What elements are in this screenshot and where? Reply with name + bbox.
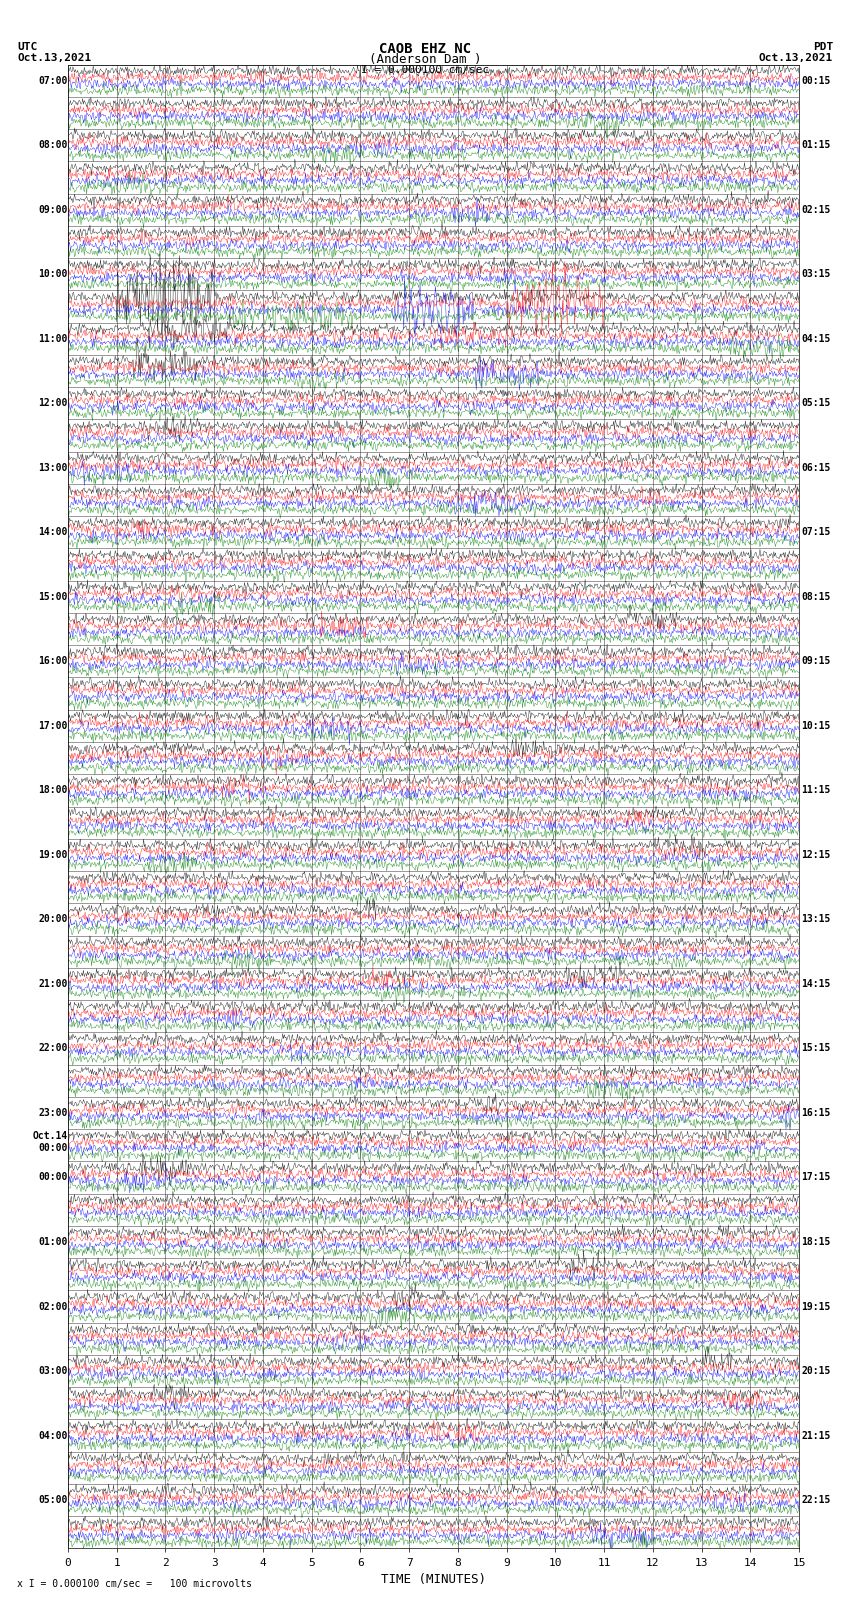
Text: 17:15: 17:15 (802, 1173, 830, 1182)
Text: 09:00: 09:00 (38, 205, 67, 215)
Text: 00:15: 00:15 (802, 76, 830, 85)
Text: 20:15: 20:15 (802, 1366, 830, 1376)
Text: 05:00: 05:00 (38, 1495, 67, 1505)
Text: 06:15: 06:15 (802, 463, 830, 473)
Text: PDT: PDT (813, 42, 833, 52)
Text: 15:15: 15:15 (802, 1044, 830, 1053)
Text: 22:15: 22:15 (802, 1495, 830, 1505)
Text: 03:15: 03:15 (802, 269, 830, 279)
Text: 03:00: 03:00 (38, 1366, 67, 1376)
Text: 07:15: 07:15 (802, 527, 830, 537)
Text: (Anderson Dam ): (Anderson Dam ) (369, 53, 481, 66)
Text: 22:00: 22:00 (38, 1044, 67, 1053)
Text: 18:00: 18:00 (38, 786, 67, 795)
Text: 13:00: 13:00 (38, 463, 67, 473)
Text: 01:15: 01:15 (802, 140, 830, 150)
Text: 13:15: 13:15 (802, 915, 830, 924)
Text: Oct.13,2021: Oct.13,2021 (17, 53, 91, 63)
Text: 11:00: 11:00 (38, 334, 67, 344)
Text: 04:00: 04:00 (38, 1431, 67, 1440)
Text: 16:15: 16:15 (802, 1108, 830, 1118)
Text: Oct.14: Oct.14 (32, 1131, 67, 1140)
Text: Oct.13,2021: Oct.13,2021 (759, 53, 833, 63)
Text: CAOB EHZ NC: CAOB EHZ NC (379, 42, 471, 56)
Text: 10:15: 10:15 (802, 721, 830, 731)
Text: 21:15: 21:15 (802, 1431, 830, 1440)
Text: 08:15: 08:15 (802, 592, 830, 602)
Text: 21:00: 21:00 (38, 979, 67, 989)
Text: 02:00: 02:00 (38, 1302, 67, 1311)
Text: I = 0.000100 cm/sec: I = 0.000100 cm/sec (361, 65, 489, 74)
Text: 17:00: 17:00 (38, 721, 67, 731)
Text: 08:00: 08:00 (38, 140, 67, 150)
Text: 14:15: 14:15 (802, 979, 830, 989)
Text: 00:00: 00:00 (38, 1144, 67, 1153)
Text: 02:15: 02:15 (802, 205, 830, 215)
Text: 05:15: 05:15 (802, 398, 830, 408)
Text: 14:00: 14:00 (38, 527, 67, 537)
Text: 00:00: 00:00 (38, 1173, 67, 1182)
Text: 09:15: 09:15 (802, 656, 830, 666)
Text: 19:00: 19:00 (38, 850, 67, 860)
Text: 01:00: 01:00 (38, 1237, 67, 1247)
Text: 19:15: 19:15 (802, 1302, 830, 1311)
Text: x I = 0.000100 cm/sec =   100 microvolts: x I = 0.000100 cm/sec = 100 microvolts (17, 1579, 252, 1589)
Text: UTC: UTC (17, 42, 37, 52)
Text: 04:15: 04:15 (802, 334, 830, 344)
Text: 11:15: 11:15 (802, 786, 830, 795)
Text: 23:00: 23:00 (38, 1108, 67, 1118)
Text: 20:00: 20:00 (38, 915, 67, 924)
Text: 10:00: 10:00 (38, 269, 67, 279)
Text: 16:00: 16:00 (38, 656, 67, 666)
Text: 12:00: 12:00 (38, 398, 67, 408)
Text: 12:15: 12:15 (802, 850, 830, 860)
Text: 07:00: 07:00 (38, 76, 67, 85)
Text: 15:00: 15:00 (38, 592, 67, 602)
X-axis label: TIME (MINUTES): TIME (MINUTES) (381, 1573, 486, 1586)
Text: 18:15: 18:15 (802, 1237, 830, 1247)
